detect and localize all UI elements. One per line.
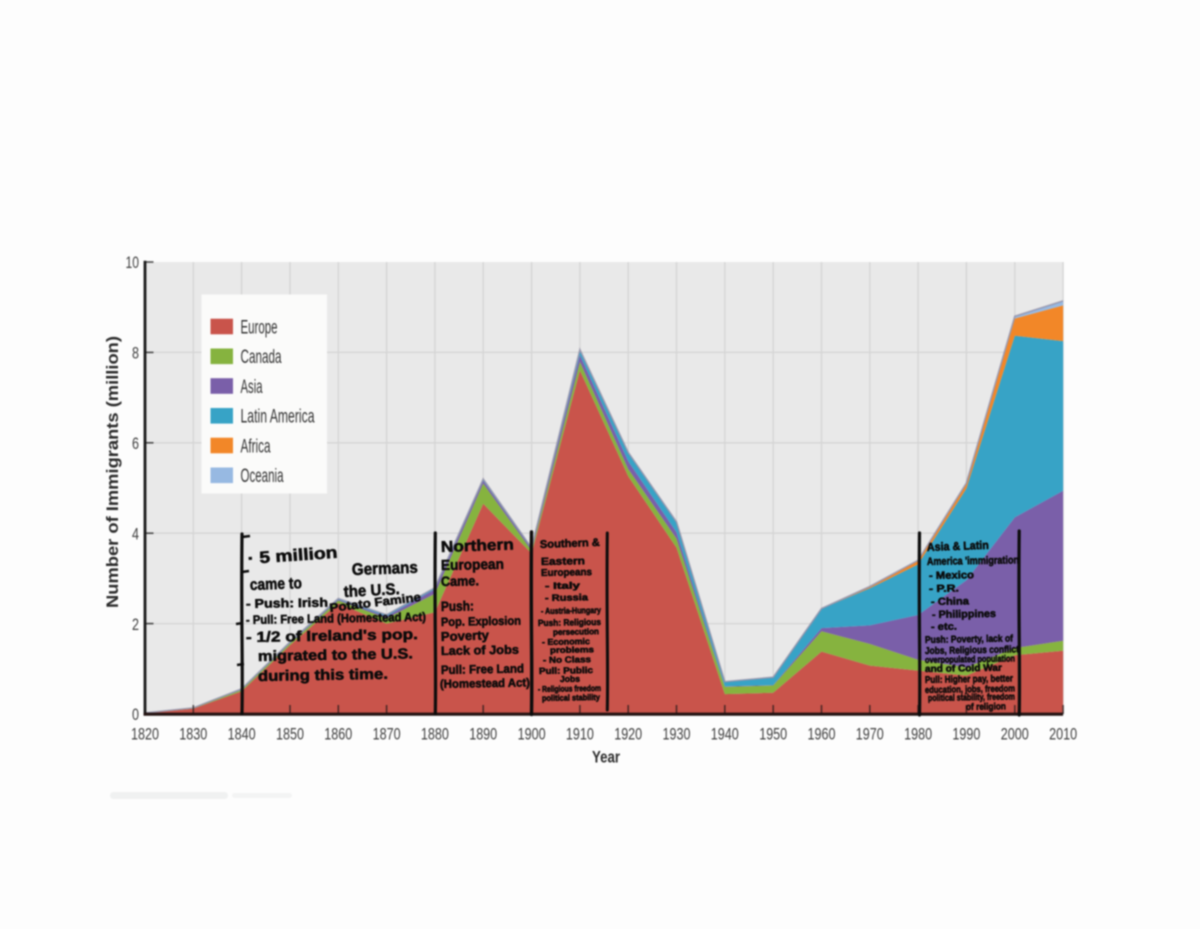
svg-text:- Mexico: - Mexico — [929, 569, 974, 582]
svg-text:Pull: Free Land: Pull: Free Land — [441, 662, 524, 677]
svg-text:Pop. Explosion: Pop. Explosion — [441, 614, 521, 629]
svg-text:- Italy: - Italy — [545, 580, 581, 591]
svg-text:1970: 1970 — [856, 725, 884, 744]
svg-text:- Philippines: - Philippines — [932, 608, 996, 621]
svg-text:Push:: Push: — [441, 598, 474, 614]
svg-text:1960: 1960 — [808, 725, 836, 744]
svg-text:Push: Poverty, lack of: Push: Poverty, lack of — [925, 633, 1014, 646]
svg-text:Africa: Africa — [241, 436, 271, 457]
svg-text:- Austria-Hungary: - Austria-Hungary — [541, 605, 601, 616]
svg-text:and of Cold War: and of Cold War — [925, 663, 1002, 675]
svg-text:1910: 1910 — [566, 725, 594, 744]
svg-text:problems: problems — [550, 644, 595, 655]
svg-text:2010: 2010 — [1049, 725, 1077, 744]
svg-text:1920: 1920 — [614, 725, 642, 744]
svg-text:1980: 1980 — [904, 725, 932, 744]
svg-text:political stability: political stability — [542, 692, 600, 703]
svg-text:of religion: of religion — [966, 700, 1006, 712]
svg-text:European: European — [441, 557, 504, 574]
svg-text:1900: 1900 — [518, 725, 546, 744]
svg-text:10: 10 — [126, 253, 140, 272]
svg-text:6: 6 — [132, 434, 139, 453]
svg-text:- Push: Irish: - Push: Irish — [246, 596, 328, 611]
svg-text:- P.R.: - P.R. — [929, 583, 959, 595]
svg-text:overpopulated population: overpopulated population — [925, 653, 1015, 665]
svg-text:- Religious freedom: - Religious freedom — [538, 683, 601, 694]
svg-text:Asia & Latin: Asia & Latin — [927, 540, 989, 554]
svg-text:8: 8 — [132, 344, 139, 363]
svg-text:Pull: Public: Pull: Public — [539, 665, 593, 676]
svg-text:political stability, freedom: political stability, freedom — [928, 691, 1015, 703]
svg-text:- China: - China — [931, 596, 970, 608]
svg-text:Europe: Europe — [241, 317, 278, 338]
svg-text:1860: 1860 — [324, 725, 352, 744]
svg-text:the U.S.: the U.S. — [343, 581, 400, 601]
svg-text:- etc.: - etc. — [931, 622, 957, 633]
svg-text:- Economic: - Economic — [542, 636, 590, 647]
svg-text:Pull: Higher pay, better: Pull: Higher pay, better — [925, 673, 1013, 686]
svg-text:4: 4 — [132, 524, 139, 543]
svg-text:Eastern: Eastern — [541, 555, 585, 568]
svg-text:Came.: Came. — [441, 573, 479, 589]
svg-text:Jobs: Jobs — [560, 674, 580, 684]
svg-text:education, jobs, freedom: education, jobs, freedom — [925, 682, 1015, 695]
svg-text:- 1/2 of Ireland's pop.: - 1/2 of Ireland's pop. — [246, 627, 418, 646]
svg-text:1880: 1880 — [421, 725, 449, 744]
svg-text:1820: 1820 — [131, 725, 159, 744]
svg-text:1950: 1950 — [759, 725, 787, 744]
svg-text:persecution: persecution — [553, 626, 599, 637]
svg-text:Jobs, Religious conflict: Jobs, Religious conflict — [925, 644, 1020, 657]
svg-text:during this time.: during this time. — [258, 667, 388, 685]
svg-text:2: 2 — [132, 615, 139, 634]
svg-text:Push: Religious: Push: Religious — [538, 617, 601, 628]
svg-text:1830: 1830 — [179, 725, 207, 744]
svg-text:1870: 1870 — [373, 725, 401, 744]
svg-text:1890: 1890 — [469, 725, 497, 744]
svg-text:Latin America: Latin America — [241, 407, 315, 428]
svg-text:Number of Immigrants (million): Number of Immigrants (million) — [103, 336, 122, 608]
svg-text:Lack of Jobs: Lack of Jobs — [441, 643, 519, 658]
svg-text:1940: 1940 — [711, 725, 739, 744]
svg-text:America 'immigration: America 'immigration — [927, 554, 1019, 568]
svg-text:Europeans: Europeans — [541, 567, 593, 579]
svg-text:1840: 1840 — [228, 725, 256, 744]
svg-text:Canada: Canada — [241, 347, 282, 368]
svg-text:- No Class: - No Class — [543, 654, 591, 665]
svg-text:Oceania: Oceania — [241, 466, 284, 487]
svg-text:migrated to the U.S.: migrated to the U.S. — [258, 646, 413, 665]
svg-text:0: 0 — [132, 705, 139, 724]
svg-text:(Homestead Act): (Homestead Act) — [440, 675, 530, 691]
svg-text:Poverty: Poverty — [441, 627, 490, 644]
svg-text:- Pull: Free Land (Homestead A: - Pull: Free Land (Homestead Act) — [246, 610, 426, 627]
svg-text:Northern: Northern — [441, 536, 515, 556]
svg-text:1850: 1850 — [276, 725, 304, 744]
svg-text:Germans: Germans — [352, 559, 419, 579]
svg-text:Year: Year — [592, 748, 620, 767]
svg-text:1990: 1990 — [952, 725, 980, 744]
svg-text:2000: 2000 — [1001, 725, 1029, 744]
svg-text:Asia: Asia — [241, 377, 263, 398]
svg-text:Southern &: Southern & — [540, 537, 600, 551]
svg-text:- Russia: - Russia — [545, 592, 589, 603]
svg-text:came to: came to — [250, 575, 303, 594]
svg-text:1930: 1930 — [663, 725, 691, 744]
